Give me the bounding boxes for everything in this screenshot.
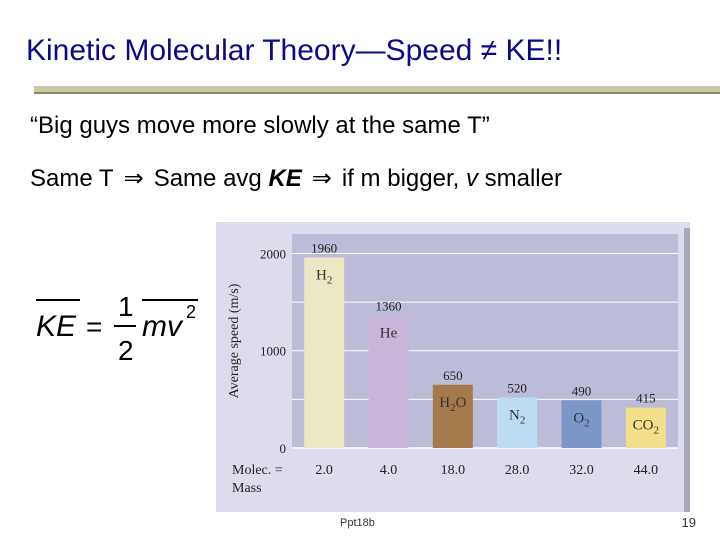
implies-arrow-icon-2: ⇒ — [311, 164, 332, 192]
formula-numerator: 1 — [118, 291, 134, 322]
ke-text: KE — [268, 165, 302, 192]
y-tick-label-1: 1000 — [260, 344, 286, 359]
y-axis-label: Average speed (m/s) — [227, 283, 242, 398]
title-underline — [34, 86, 720, 92]
value-label-4: 490 — [572, 383, 592, 398]
ke-relationship-line: Same T ⇒ Same avg KE ⇒ if m bigger, v smalle… — [30, 164, 562, 193]
value-label-0: 1960 — [311, 240, 337, 255]
mass-label-4: 32.0 — [569, 463, 594, 478]
speed-bar-chart-svg: 0 1000 2000 Average speed (m/s) 1960 H2 2.0 136… — [216, 222, 690, 512]
implies-arrow-icon: ⇒ — [123, 164, 144, 192]
chart-panel-shadow — [684, 228, 690, 512]
plot-area — [292, 234, 678, 448]
bar-formula-label-4: O2 — [573, 410, 589, 429]
bar-3 — [497, 397, 538, 448]
bar-5 — [625, 407, 666, 448]
y-tick-label-2: 2000 — [260, 246, 286, 261]
bar-0 — [304, 257, 345, 448]
speed-chart: 0 1000 2000 Average speed (m/s) 1960 H2 2.0 136… — [216, 222, 690, 512]
smaller-text: smaller — [484, 165, 562, 192]
bar-formula-label-2: H2O — [439, 395, 466, 414]
mass-label-5: 44.0 — [634, 463, 659, 478]
mass-bigger-text: if m bigger, — [341, 165, 460, 192]
slide-title: Kinetic Molecular Theory—Speed ≠ KE!! — [26, 34, 563, 67]
kinetic-energy-formula: KE = 1 2 mv 2 — [36, 291, 198, 366]
bar-formula-label-3: N2 — [509, 407, 525, 426]
bar-formula-label-0: H2 — [316, 267, 332, 286]
slide-footer: Ppt18b — [340, 517, 375, 529]
bar-2 — [432, 384, 473, 448]
bar-1 — [368, 315, 409, 448]
mass-label-3: 28.0 — [505, 463, 529, 478]
formula-exponent: 2 — [186, 302, 196, 322]
formula-equals: = — [86, 311, 102, 342]
mass-label-0: 2.0 — [315, 463, 333, 478]
bar-formula-label-5: CO2 — [633, 418, 659, 437]
value-label-1: 1360 — [376, 299, 402, 314]
mass-label-2: 18.0 — [441, 463, 466, 478]
value-label-3: 520 — [507, 380, 526, 395]
bar-4 — [561, 400, 602, 448]
formula-denominator: 2 — [118, 335, 134, 366]
title-underline-shadow — [34, 92, 720, 94]
mass-label-1: 4.0 — [380, 463, 398, 478]
formula-lhs: KE — [36, 310, 77, 343]
y-tick-label-0: 0 — [280, 441, 287, 456]
bar-formula-label-1: He — [380, 326, 398, 342]
formula-rhs: mv — [142, 310, 184, 343]
v-text: v — [465, 165, 478, 192]
value-label-2: 650 — [443, 368, 463, 383]
x-axis-label-line2: Mass — [232, 481, 262, 496]
value-label-5: 415 — [636, 391, 656, 406]
quote-text: “Big guys move more slowly at the same T… — [30, 112, 490, 139]
same-avg-text: Same avg — [153, 165, 262, 192]
x-axis-label-line1: Molec. = — [232, 463, 283, 478]
same-t-text: Same T — [30, 165, 114, 192]
page-number: 19 — [681, 515, 696, 530]
